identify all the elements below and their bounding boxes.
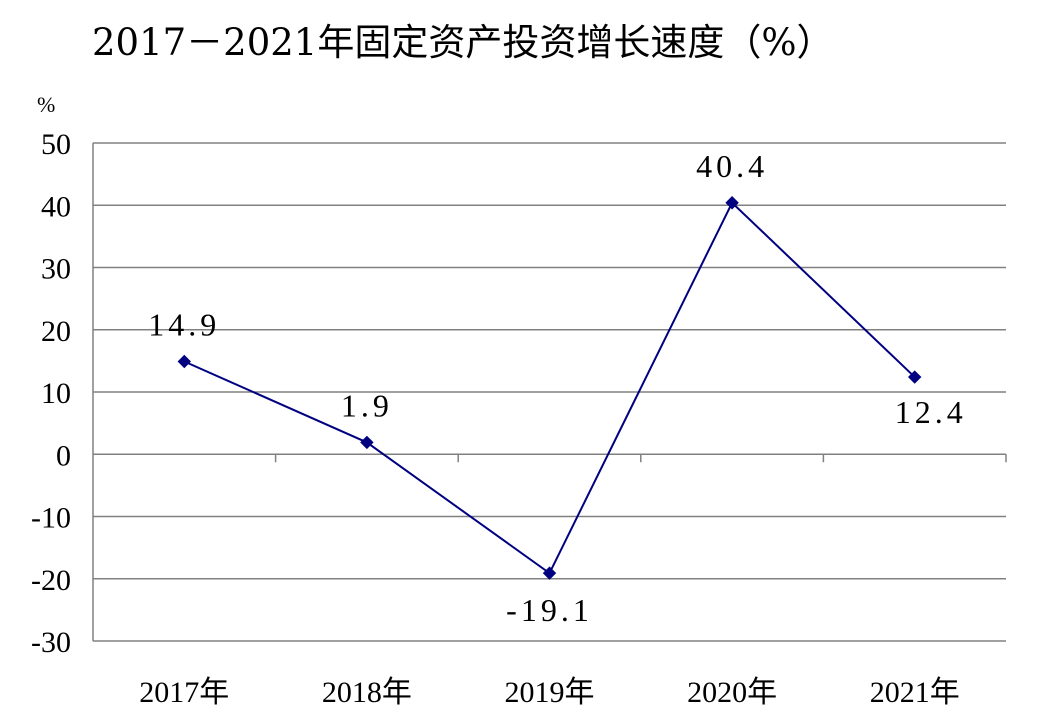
y-axis-unit: % <box>37 92 56 117</box>
data-point <box>542 566 557 580</box>
y-tick-label: 30 <box>41 253 71 286</box>
y-tick-label: -10 <box>31 502 71 535</box>
y-tick-label: -30 <box>31 626 71 659</box>
data-point <box>725 196 739 210</box>
x-tick-label: 2019年 <box>505 676 595 709</box>
y-tick-label: 20 <box>41 315 71 348</box>
data-label: -19.1 <box>506 592 593 628</box>
x-tick-label: 2017年 <box>139 676 229 709</box>
data-point <box>907 370 922 384</box>
data-point <box>177 354 192 369</box>
y-tick-label: 50 <box>41 128 71 161</box>
x-tick-label: 2018年 <box>322 676 412 709</box>
data-point <box>360 435 374 450</box>
data-label: 40.4 <box>696 148 768 184</box>
x-tick-label: 2020年 <box>687 676 777 709</box>
series-line <box>183 201 916 575</box>
y-tick-label: 0 <box>56 439 71 472</box>
chart-title: 2017－2021年固定资产投资增长速度（%） <box>92 21 834 64</box>
y-tick-label: -20 <box>31 564 71 597</box>
x-tick-label: 2021年 <box>870 676 960 709</box>
data-label: 14.9 <box>148 306 220 342</box>
data-label: 12.4 <box>895 394 967 430</box>
y-tick-label: 10 <box>41 377 71 410</box>
data-label: 1.9 <box>341 387 393 423</box>
y-tick-label: 40 <box>41 190 71 223</box>
